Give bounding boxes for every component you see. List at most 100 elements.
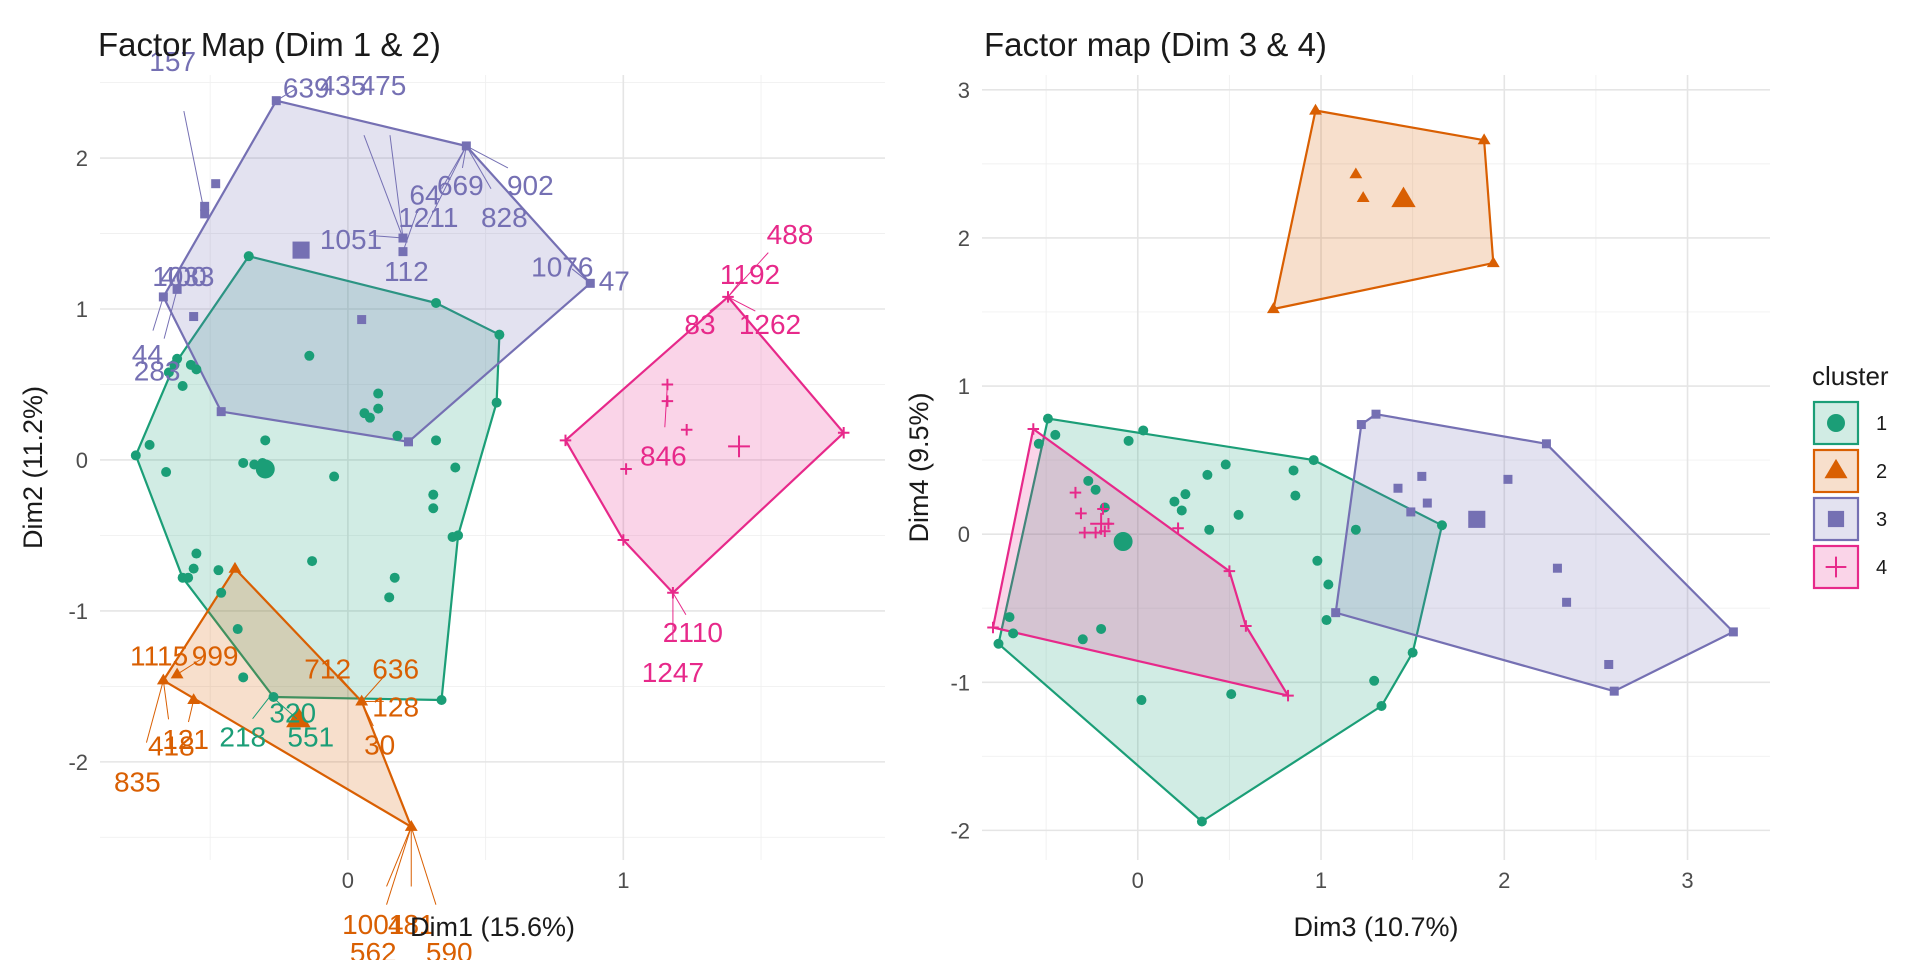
legend-item-4: 4 (1812, 544, 1887, 590)
point-label: 1115 (130, 640, 188, 671)
legend-key-swatch (1812, 400, 1860, 446)
data-point (384, 592, 395, 603)
label-leader-line (339, 676, 363, 702)
data-point (1288, 465, 1299, 476)
data-point (431, 297, 442, 308)
cluster-centroid (728, 435, 750, 458)
data-point (1312, 555, 1323, 566)
data-point (238, 672, 249, 683)
data-point (172, 353, 183, 364)
data-point (993, 638, 1004, 649)
label-leader-line (727, 296, 756, 312)
data-point (1282, 689, 1294, 702)
label-leader-line (386, 826, 412, 905)
x-tick-label: 1 (617, 868, 629, 893)
point-label: 636 (372, 653, 419, 684)
point-label: 1033 (152, 261, 214, 292)
data-point (1223, 565, 1236, 577)
label-leader-line (727, 252, 769, 298)
data-point (1096, 623, 1107, 634)
data-point (491, 397, 502, 408)
y-tick-label: 1 (76, 297, 88, 322)
data-point (191, 364, 202, 375)
data-point (232, 624, 243, 635)
x-tick-label: 1 (1315, 868, 1327, 893)
point-label: 488 (767, 219, 814, 250)
data-point (1290, 490, 1301, 501)
data-point (1180, 489, 1191, 500)
label-leader-line (183, 110, 206, 214)
data-point (364, 412, 375, 423)
legend-key-marker (1824, 458, 1848, 479)
data-point (1371, 409, 1381, 419)
label-leader-line (571, 268, 591, 284)
data-point (1226, 689, 1237, 700)
data-point (357, 315, 367, 325)
chart-title: Factor map (Dim 3 & 4) (984, 26, 1327, 63)
point-label: 418 (148, 730, 195, 761)
data-point (1136, 695, 1147, 706)
point-label: 128 (372, 691, 419, 722)
data-point (1604, 659, 1614, 669)
y-axis-title: Dim2 (11.2%) (18, 386, 48, 549)
point-label: 551 (287, 721, 334, 752)
data-point (1407, 647, 1418, 658)
cluster-2-points (1266, 103, 1500, 314)
y-tick-label: 0 (958, 522, 970, 547)
data-point (1233, 509, 1244, 520)
data-point (431, 435, 442, 446)
point-label: 30 (364, 729, 395, 760)
legend-key-marker (1825, 556, 1847, 578)
cluster-centroid (286, 706, 311, 728)
data-point (1309, 103, 1322, 115)
chart-panel-2: 0 1 2 3 -2 -1 0 1 2 3 Factor map (Dim 3 & 4) Dim3 (… (904, 26, 1770, 942)
data-point (189, 312, 199, 322)
point-label: 218 (219, 721, 266, 752)
data-point (1331, 608, 1341, 618)
data-point (243, 251, 254, 262)
point-label: 590 (426, 937, 473, 960)
data-point (661, 395, 674, 407)
data-point (436, 694, 447, 705)
data-point (389, 572, 400, 583)
data-point (617, 534, 630, 546)
data-point (1349, 167, 1363, 179)
data-point (1196, 816, 1207, 827)
point-label: 1001 (342, 909, 404, 940)
data-point (1406, 507, 1416, 517)
data-point (1436, 520, 1447, 531)
legend-label: 4 (1876, 557, 1887, 579)
cluster-3-points (1331, 409, 1738, 696)
data-point (1050, 429, 1061, 440)
data-point (1138, 425, 1149, 436)
data-point (428, 503, 439, 514)
x-tick-label: 0 (342, 868, 354, 893)
data-point (1004, 612, 1015, 623)
data-point (307, 556, 318, 567)
data-point (1477, 133, 1491, 145)
point-label: 1211 (398, 202, 458, 233)
legend-label: 3 (1876, 509, 1887, 531)
point-label: 712 (304, 653, 351, 684)
label-leader-line (363, 135, 404, 239)
data-point (1075, 507, 1087, 520)
point-label: 2110 (663, 617, 723, 648)
legend-item-2: 2 (1812, 448, 1887, 494)
data-point (1356, 191, 1370, 202)
data-point (403, 437, 413, 447)
label-leader-line (276, 88, 297, 102)
data-point (404, 820, 418, 831)
cluster-2-hull (1272, 109, 1495, 311)
point-label: 400 (160, 261, 207, 292)
label-leader-line (176, 658, 203, 675)
data-point (1356, 420, 1366, 430)
point-label: 1192 (720, 259, 780, 290)
point-label: 320 (269, 697, 316, 728)
cluster-centroid (1468, 510, 1486, 528)
cluster-1-points (993, 413, 1447, 827)
data-point (161, 467, 172, 478)
data-point (1240, 620, 1252, 632)
data-point (1609, 686, 1619, 696)
